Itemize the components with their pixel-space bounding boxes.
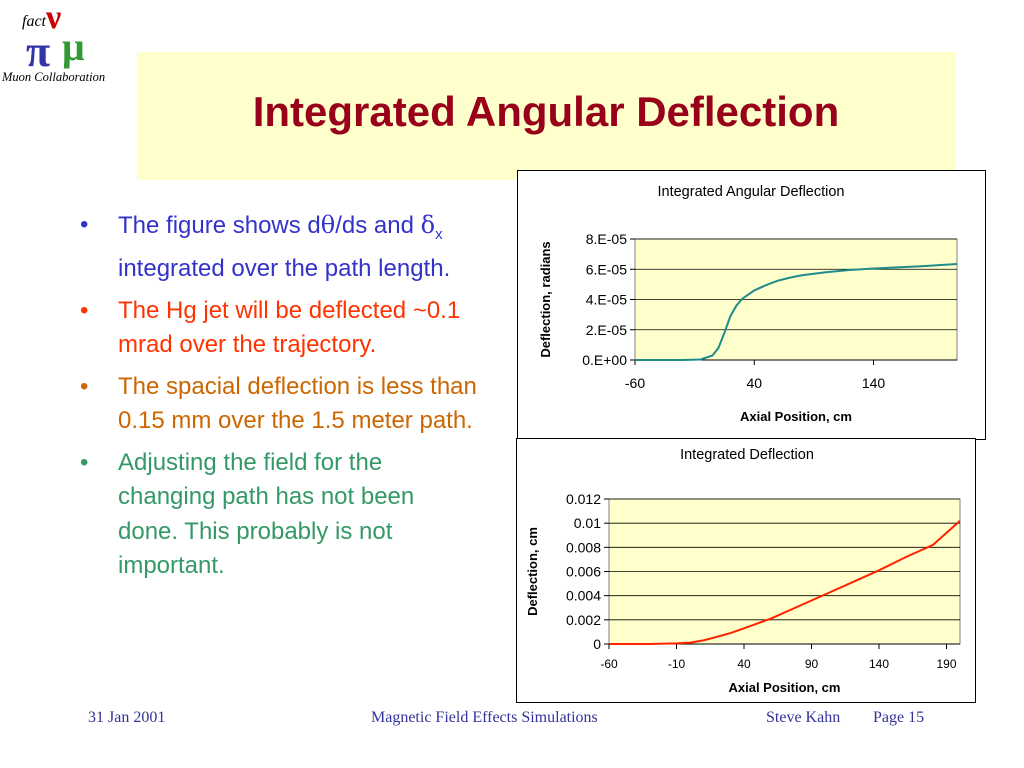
footer-page: Page 15	[873, 709, 925, 726]
bullet-item: • The Hg jet will be deflected ~0.1 mrad…	[80, 294, 480, 363]
y-tick-label: 8.E-05	[586, 231, 627, 247]
collaboration-logo: fact ν π μ Muon Collaboration	[0, 0, 125, 90]
y-tick-label: 4.E-05	[586, 292, 627, 308]
x-axis-label: Axial Position, cm	[729, 680, 841, 695]
y-tick-label: 0.E+00	[582, 352, 627, 368]
logo-nu-symbol: ν	[45, 0, 61, 36]
y-tick-label: 0.012	[566, 491, 601, 507]
chart-title: Integrated Deflection	[680, 447, 814, 463]
x-tick-label: 190	[936, 657, 956, 671]
logo-pi-symbol: π	[26, 27, 50, 76]
bullet-item: • The figure shows dθ/ds and δx integrat…	[80, 208, 480, 287]
chart-svg: Integrated Angular Deflection 0.E+00 2.E-0…	[538, 184, 958, 424]
x-tick-label: -10	[668, 657, 686, 671]
slide-title: Integrated Angular Deflection	[252, 88, 840, 135]
x-tick-label: 40	[746, 375, 762, 391]
y-tick-label: 0.004	[566, 588, 601, 604]
bullet-dot: •	[80, 296, 89, 324]
bullet-item: • The spacial deflection is less than 0.…	[80, 370, 480, 439]
delta-symbol: δ	[420, 211, 436, 239]
integrated-deflection-chart: Integrated Deflection 0 0.002 0.004 0.006 0.0…	[516, 438, 976, 703]
y-tick-label: 0.008	[566, 539, 601, 555]
bullet-dot: •	[80, 211, 89, 238]
y-tick-label: 0.002	[566, 612, 601, 628]
series-line	[635, 263, 958, 361]
y-tick-label: 6.E-05	[586, 261, 627, 277]
chart-title: Integrated Angular Deflection	[657, 184, 844, 200]
x-tick-label: 140	[862, 375, 886, 391]
x-tick-label: -60	[600, 657, 618, 671]
bullet-list: • The figure shows dθ/ds and δx integrat…	[80, 208, 480, 591]
theta-symbol: θ	[320, 211, 336, 239]
logo-fact-text: fact	[22, 13, 47, 30]
x-axis-label: Axial Position, cm	[740, 409, 852, 424]
x-tick-label: -60	[625, 375, 645, 391]
bullet-dot: •	[80, 448, 89, 476]
angular-deflection-chart: Integrated Angular Deflection 0.E+00 2.E-0…	[517, 170, 986, 440]
footer-title: Magnetic Field Effects Simulations	[371, 709, 598, 726]
x-tick-label: 140	[869, 657, 889, 671]
footer-author: Steve Kahn	[766, 709, 841, 726]
logo-graphic: fact ν π μ Muon Collaboration	[1, 0, 105, 84]
x-tick-label: 40	[737, 657, 751, 671]
series-line	[609, 519, 961, 645]
chart-svg: Integrated Deflection 0 0.002 0.004 0.006 0.0…	[525, 447, 961, 695]
y-tick-label: 0.01	[574, 515, 601, 531]
logo-collab-text: Muon Collaboration	[1, 70, 105, 84]
y-tick-label: 0	[593, 636, 601, 652]
y-axis-label: Deflection, cm	[525, 527, 540, 616]
bullet-dot: •	[80, 372, 89, 400]
y-tick-label: 2.E-05	[586, 322, 627, 338]
logo-mu-symbol: μ	[62, 24, 85, 69]
title-banner: Integrated Angular Deflection	[137, 52, 955, 180]
bullet-item: • Adjusting the field for the changing p…	[80, 446, 480, 584]
x-tick-label: 90	[805, 657, 819, 671]
y-tick-label: 0.006	[566, 564, 601, 580]
y-axis-label: Deflection, radians	[538, 241, 553, 357]
footer-date: 31 Jan 2001	[88, 709, 166, 726]
